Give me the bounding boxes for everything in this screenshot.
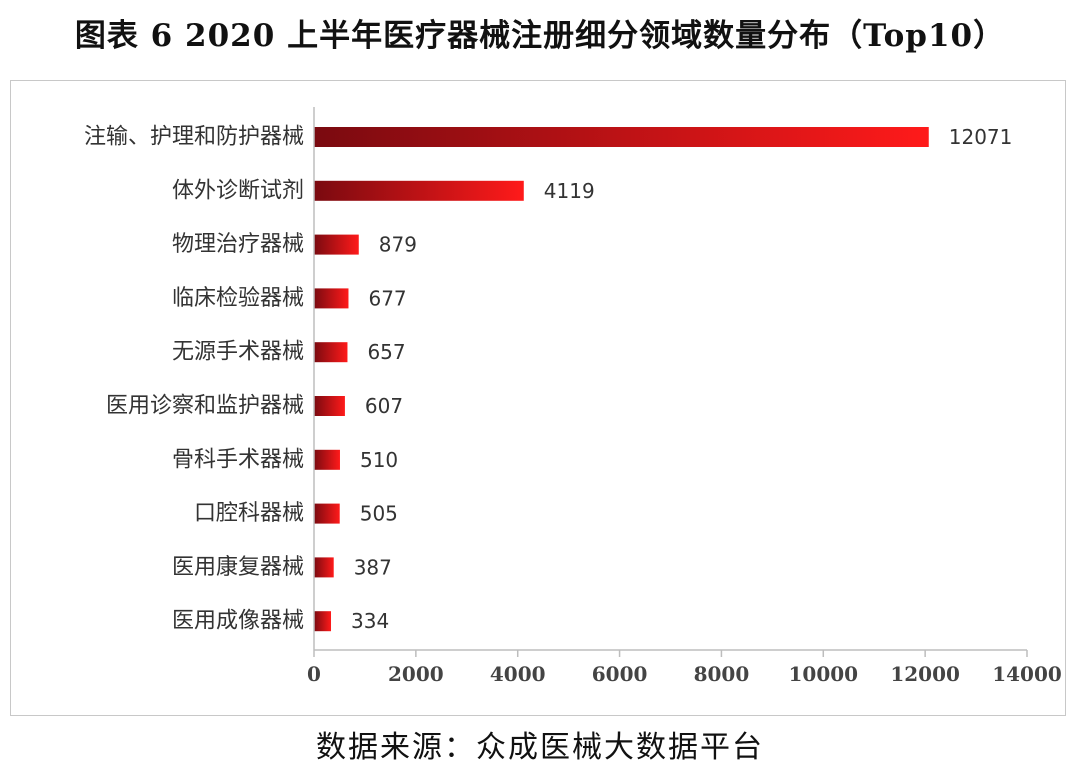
x-tick-label: 4000	[490, 662, 546, 686]
data-label: 387	[354, 555, 392, 579]
x-tick-label: 8000	[694, 662, 750, 686]
data-label: 677	[368, 286, 406, 310]
x-tick-label: 14000	[992, 662, 1062, 686]
category-label: 无源手术器械	[172, 340, 304, 365]
bar-chart: 注输、护理和防护器械 12071 体外诊断试剂 4119 物理治疗器械 879 临床检验器械…	[84, 107, 1062, 686]
data-label: 657	[367, 340, 405, 364]
bars-layer: 注输、护理和防护器械 12071 体外诊断试剂 4119 物理治疗器械 879 临床检验器械…	[84, 125, 1012, 634]
bar	[314, 127, 929, 147]
chart-frame: 注输、护理和防护器械 12071 体外诊断试剂 4119 物理治疗器械 879 临床检验器械…	[10, 80, 1066, 716]
data-label: 607	[365, 394, 403, 418]
bar	[314, 557, 334, 578]
data-label: 505	[360, 502, 398, 526]
category-label: 医用康复器械	[172, 555, 304, 580]
data-label: 510	[360, 448, 398, 472]
bar	[314, 342, 348, 363]
data-label: 4119	[544, 179, 595, 203]
data-label: 879	[379, 233, 417, 257]
chart-title: 图表 6 2020 上半年医疗器械注册细分领域数量分布（Top10）	[74, 18, 1006, 54]
x-tick-label: 6000	[592, 662, 648, 686]
bar	[314, 288, 349, 309]
x-tick-label: 2000	[388, 662, 444, 686]
x-tick-label: 12000	[890, 662, 960, 686]
data-label: 334	[351, 609, 389, 633]
category-label: 注输、护理和防护器械	[84, 125, 304, 150]
data-label: 12071	[949, 125, 1013, 149]
bar	[314, 503, 340, 524]
bar	[314, 234, 359, 255]
x-tick-label: 10000	[788, 662, 858, 686]
bar	[314, 611, 332, 632]
category-label: 医用诊察和监护器械	[106, 394, 304, 419]
axis-layer: 0 2000 4000 6000 8000 10000 12000 14000	[307, 107, 1062, 686]
category-label: 口腔科器械	[194, 501, 304, 526]
bar	[314, 449, 340, 470]
x-tick-label: 0	[307, 662, 321, 686]
bar	[314, 396, 345, 416]
category-label: 骨科手术器械	[172, 447, 304, 472]
category-label: 体外诊断试剂	[172, 178, 304, 203]
bar	[314, 180, 524, 201]
category-label: 物理治疗器械	[172, 232, 304, 257]
category-label: 临床检验器械	[172, 286, 304, 311]
category-label: 医用成像器械	[172, 609, 304, 634]
source-note: 数据来源：众成医械大数据平台	[316, 730, 764, 765]
